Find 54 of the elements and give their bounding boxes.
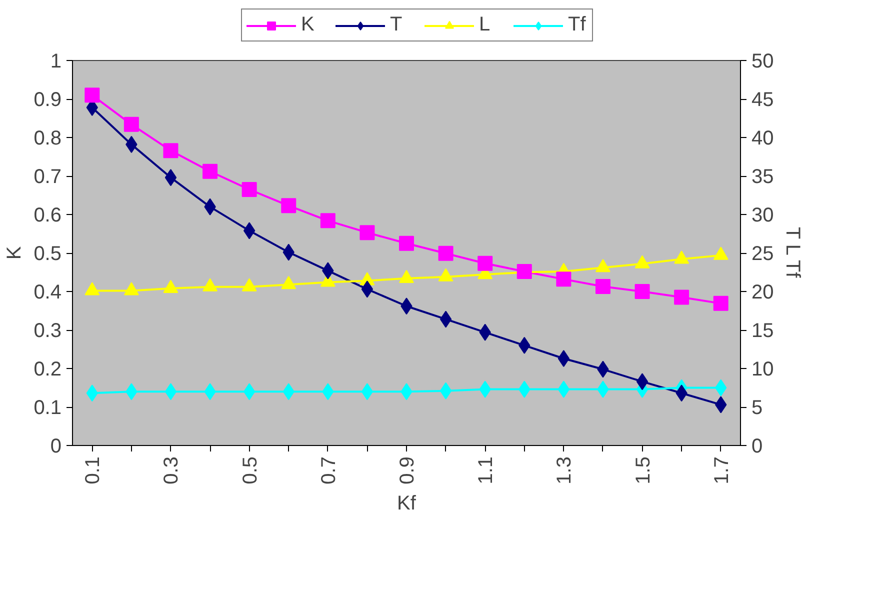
- x-tick-label: 1.7: [710, 456, 733, 484]
- point: [634, 284, 650, 299]
- y2-tick-label: 20: [752, 282, 774, 304]
- point: [84, 88, 100, 103]
- y-tick-label: 0.4: [34, 282, 62, 304]
- x-axis-title: Kf: [397, 492, 416, 514]
- y2-tick-label: 25: [752, 243, 774, 265]
- y-tick-label: 0: [50, 436, 62, 458]
- y-tick-label: 0.8: [34, 128, 62, 150]
- point: [595, 278, 610, 294]
- point: [242, 182, 257, 197]
- point: [556, 272, 572, 287]
- y-tick-label: 0.1: [34, 397, 62, 419]
- point: [478, 256, 493, 271]
- y2-tick-label: 45: [752, 89, 774, 111]
- legend-label: K: [301, 14, 316, 36]
- y2-tick-label: 30: [752, 204, 774, 226]
- y-tick-label: 0.7: [34, 166, 62, 188]
- y2-tick-label: 15: [752, 320, 774, 342]
- legend-label: L: [479, 14, 492, 36]
- point: [674, 290, 690, 305]
- y2-tick-label: 0: [752, 436, 763, 458]
- x-tick-label: 0.7: [318, 456, 340, 484]
- point: [163, 143, 178, 158]
- x-tick-label: 1.5: [632, 456, 654, 484]
- point: [202, 164, 218, 179]
- x-tick-label: 0.3: [160, 456, 183, 484]
- point: [360, 225, 375, 240]
- x-tick-label: 1.1: [475, 456, 498, 484]
- point: [713, 296, 728, 311]
- point: [124, 116, 139, 132]
- y-tick-label: 0.5: [34, 243, 62, 265]
- y-tick-label: 0.9: [34, 89, 62, 111]
- x-tick-label: 0.1: [82, 456, 104, 484]
- y2-tick-label: 10: [752, 358, 774, 380]
- point: [320, 213, 336, 228]
- point: [399, 236, 414, 251]
- y2-tick-label: 35: [752, 166, 774, 188]
- y-tick-label: 1: [50, 50, 62, 72]
- y-tick-label: 0.2: [34, 358, 62, 380]
- x-tick-label: 0.9: [396, 456, 418, 484]
- point: [438, 246, 454, 261]
- y2-axis-title: T L Tf: [782, 226, 804, 278]
- legend-label: Tf: [568, 14, 587, 36]
- y-axis-title: K: [4, 246, 26, 260]
- point: [281, 198, 296, 214]
- y-tick-label: 0.3: [34, 320, 62, 342]
- x-tick-label: 1.3: [554, 456, 576, 484]
- y-tick-label: 0.6: [34, 204, 62, 226]
- y2-tick-label: 50: [752, 50, 774, 72]
- y2-tick-label: 40: [752, 128, 774, 150]
- y2-tick-label: 5: [752, 397, 763, 419]
- legend-label: T: [390, 14, 404, 36]
- x-tick-label: 0.5: [239, 456, 262, 484]
